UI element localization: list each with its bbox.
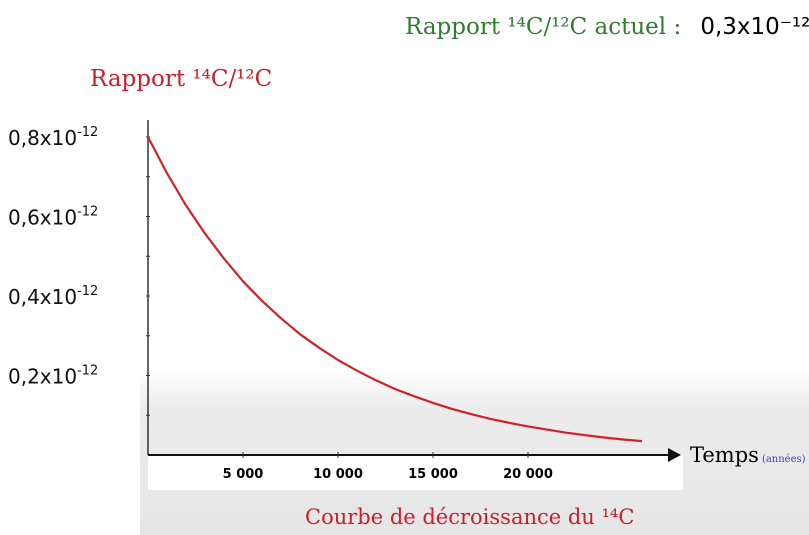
decay-curve [147, 136, 643, 443]
current-ratio: Rapport ¹⁴C/¹²C actuel : 0,3x10⁻¹² [405, 14, 809, 40]
x-tick-label: 15 000 [408, 467, 458, 482]
x-axis-arrow [668, 448, 681, 462]
x-tick-label-strip [148, 455, 683, 490]
y-axis-title: Rapport ¹⁴C/¹²C [90, 66, 273, 92]
y-tick-label: 0,6x10-12 [8, 205, 98, 230]
x-tick-label: 5 000 [223, 467, 264, 482]
x-axis-unit: (années) [761, 454, 806, 465]
current-ratio-label: Rapport ¹⁴C/¹²C actuel : [405, 14, 682, 40]
gray-background-panel [140, 370, 809, 535]
x-axis-title-text: Temps [690, 443, 759, 467]
chart-caption: Courbe de décroissance du ¹⁴C [305, 505, 635, 529]
y-tick-label: 0,2x10-12 [8, 364, 98, 389]
y-tick-label: 0,4x10-12 [8, 284, 98, 309]
current-ratio-value: 0,3x10⁻¹² [700, 14, 809, 40]
x-tick-label: 20 000 [503, 467, 553, 482]
x-axis-title: Temps (années) [690, 443, 806, 467]
x-tick-label: 10 000 [313, 467, 363, 482]
y-tick-label: 0,8x10-12 [8, 125, 98, 150]
